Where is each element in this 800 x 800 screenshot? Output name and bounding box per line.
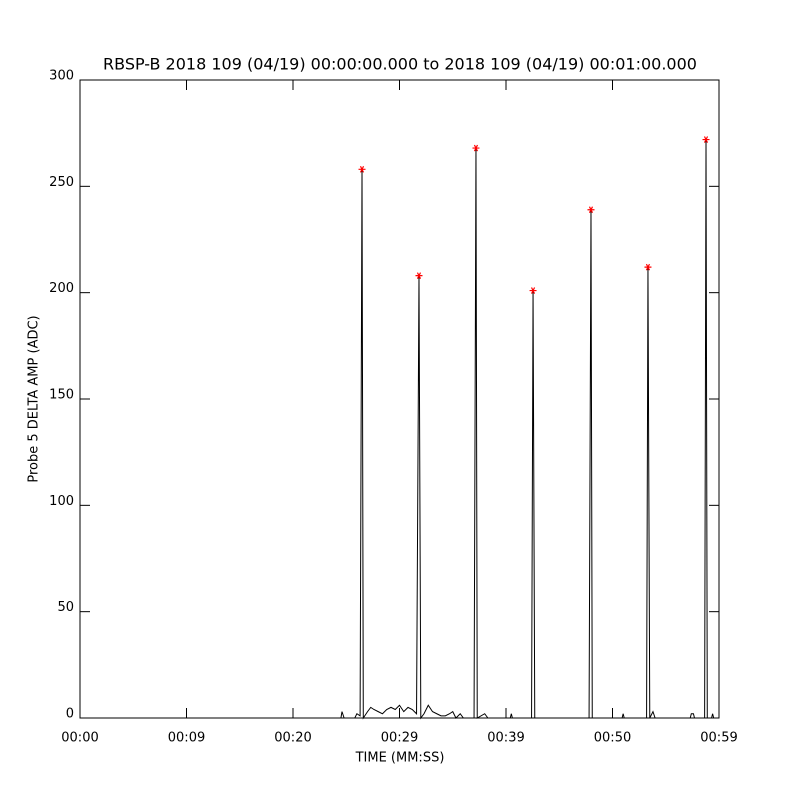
peak-marker: [529, 287, 537, 294]
y-tick-label: 300: [49, 69, 74, 84]
x-tick-label: 00:50: [594, 731, 631, 746]
x-axis-label: TIME (MM:SS): [355, 751, 445, 766]
x-tick-label: 00:29: [381, 731, 418, 746]
chart-title: RBSP-B 2018 109 (04/19) 00:00:00.000 to …: [103, 55, 697, 74]
y-tick-label: 250: [49, 175, 74, 190]
y-tick-label: 50: [57, 600, 74, 615]
x-tick-label: 00:09: [168, 731, 205, 746]
y-tick-label: 150: [49, 388, 74, 403]
x-tick-label: 00:00: [61, 731, 98, 746]
peak-marker: [415, 272, 423, 279]
data-line: [80, 139, 719, 720]
peak-marker: [644, 263, 652, 271]
x-tick-label: 00:59: [700, 731, 737, 746]
peak-marker: [587, 206, 595, 214]
x-tick-label: 00:20: [274, 731, 311, 746]
y-tick-label: 200: [49, 281, 74, 296]
peak-marker: [358, 166, 366, 173]
peak-marker: [472, 144, 480, 152]
y-axis-label: Probe 5 DELTA AMP (ADC): [27, 315, 42, 482]
y-tick-label: 100: [49, 494, 74, 509]
peak-marker: [702, 136, 710, 143]
y-tick-label: 0: [66, 707, 74, 722]
x-tick-label: 00:39: [487, 731, 524, 746]
